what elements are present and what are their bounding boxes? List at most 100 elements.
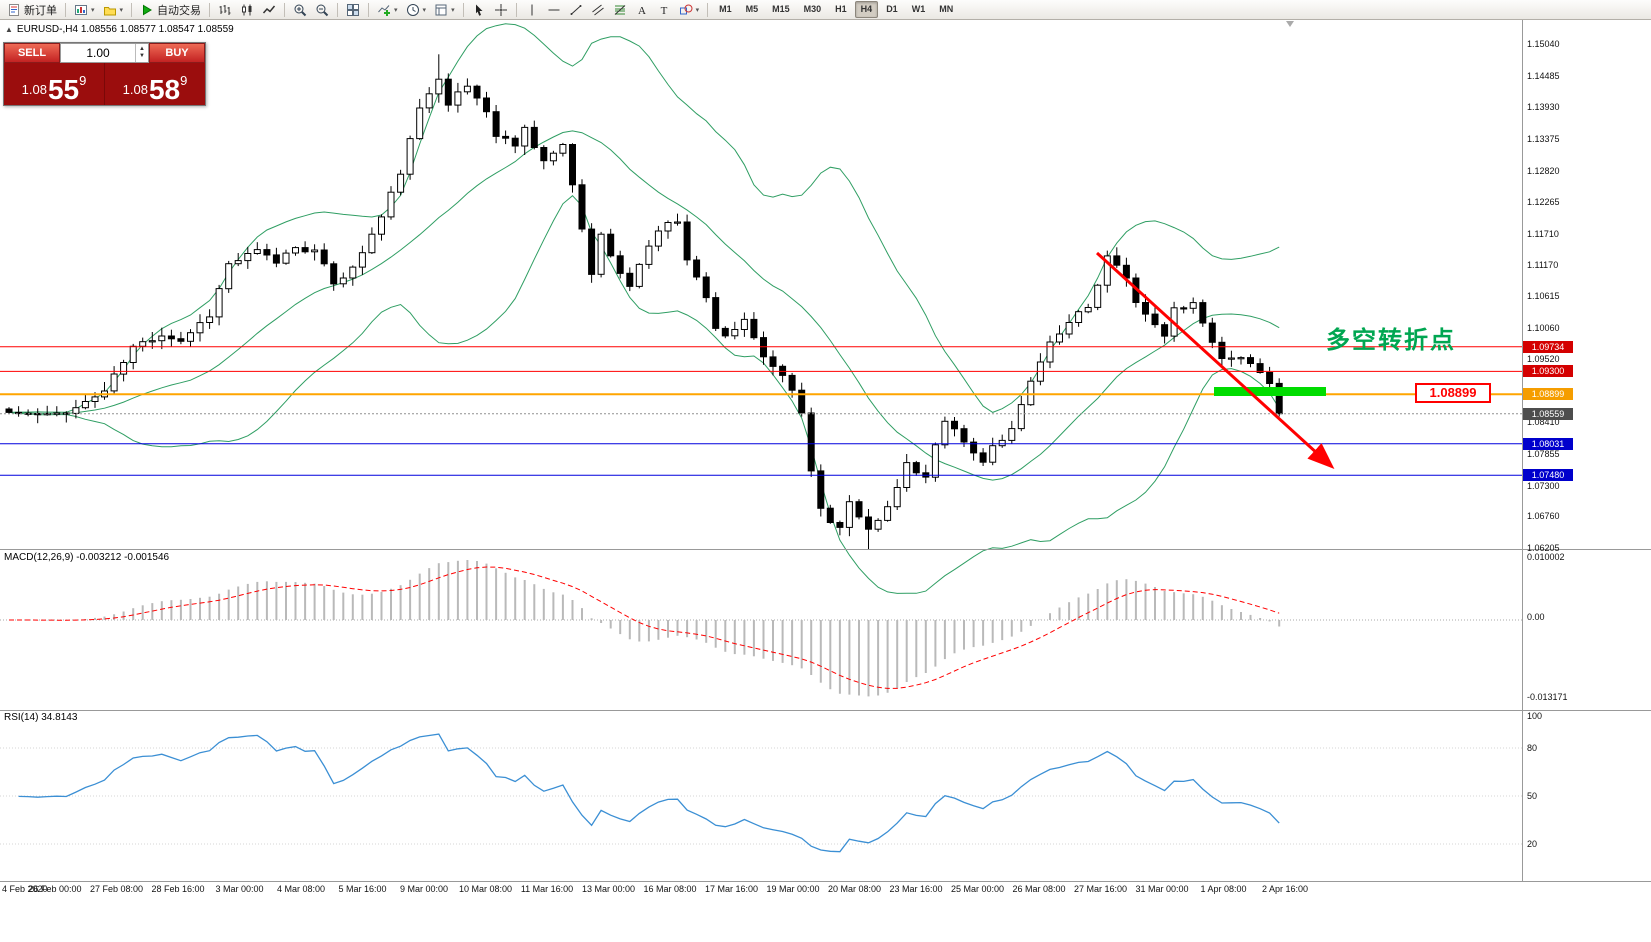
volume-stepper: ▲ ▼ xyxy=(60,43,149,63)
cursor-icon xyxy=(472,3,486,17)
rsi-axis-label: 50 xyxy=(1527,791,1538,801)
chart-icon: ▲ xyxy=(5,25,13,34)
candlestick-chart-button[interactable] xyxy=(236,1,258,19)
timeframe-mn[interactable]: MN xyxy=(939,4,954,14)
time-axis-label: 20 Mar 08:00 xyxy=(827,884,882,894)
bar-chart-button[interactable] xyxy=(214,1,236,19)
main-toolbar: 新订单 ▾ ▾ 自动交易 ▾ ▾ ▾ A T ▾ M1 M5 M15 M30 H1 H4 D1 W1 MN xyxy=(0,0,1651,20)
zoom-out-icon xyxy=(315,3,329,17)
rsi-axis-label: 100 xyxy=(1527,711,1543,721)
price-axis-tick: 1.12820 xyxy=(1527,165,1560,176)
templates-button[interactable]: ▾ xyxy=(430,1,459,19)
support-lower-badge: 1.07480 xyxy=(1523,469,1573,482)
time-axis-label: 31 Mar 00:00 xyxy=(1135,884,1189,894)
tile-windows-button[interactable] xyxy=(342,1,364,19)
crosshair-icon xyxy=(494,3,508,17)
volume-down-button[interactable]: ▼ xyxy=(139,53,145,59)
price-axis-tick: 1.10615 xyxy=(1527,291,1560,302)
horizontal-line-button[interactable] xyxy=(543,1,565,19)
channel-button[interactable] xyxy=(587,1,609,19)
rsi-indicator-label: RSI(14) 34.8143 xyxy=(4,712,78,723)
buy-price-display[interactable]: 1.08 58 9 xyxy=(104,63,205,105)
price-axis-tick: 1.12265 xyxy=(1527,197,1560,208)
vertical-line-button[interactable] xyxy=(521,1,543,19)
volume-up-button[interactable]: ▲ xyxy=(139,46,145,52)
time-axis-label: 11 Mar 16:00 xyxy=(520,884,574,894)
line-chart-button[interactable] xyxy=(258,1,280,19)
time-axis-label: 4 Feb 2020 xyxy=(2,884,48,894)
timeframe-w1[interactable]: W1 xyxy=(911,4,926,14)
dropdown-arrow-icon: ▾ xyxy=(119,6,124,14)
timeframe-m5[interactable]: M5 xyxy=(745,4,759,14)
time-axis-label: 16 Mar 08:00 xyxy=(643,884,697,894)
cursor-button[interactable] xyxy=(468,1,490,19)
resistance-upper-badge: 1.09734 xyxy=(1523,340,1573,353)
timeframe-m1[interactable]: M1 xyxy=(719,4,732,14)
symbol-ohlc-text: EURUSD-,H4 1.08556 1.08577 1.08547 1.085… xyxy=(16,24,234,35)
toolbar-separator xyxy=(131,2,133,17)
periods-button[interactable]: ▾ xyxy=(402,1,431,19)
rsi-axis-label: 20 xyxy=(1527,839,1538,849)
shapes-icon xyxy=(679,3,693,17)
time-axis-label: 27 Mar 16:00 xyxy=(1073,884,1128,894)
zoom-in-button[interactable] xyxy=(289,1,311,19)
timeframe-h1[interactable]: H1 xyxy=(835,4,847,14)
new-order-icon xyxy=(7,3,21,17)
label-button[interactable]: T xyxy=(653,1,675,19)
price-axis-tick: 1.14485 xyxy=(1527,70,1560,81)
zoom-out-button[interactable] xyxy=(311,1,333,19)
text-button[interactable]: A xyxy=(631,1,653,19)
time-axis-label: 3 Mar 00:00 xyxy=(215,884,264,894)
toolbar-separator xyxy=(462,2,464,17)
shapes-button[interactable]: ▾ xyxy=(675,1,704,19)
time-axis-label: 13 Mar 00:00 xyxy=(581,884,636,894)
horizontal-line-icon xyxy=(547,3,561,17)
trendline-button[interactable] xyxy=(565,1,587,19)
new-order-button[interactable]: 新订单 xyxy=(3,1,61,19)
time-axis-label: 4 Mar 08:00 xyxy=(276,884,326,894)
price-axis-tick: 1.06760 xyxy=(1527,511,1560,522)
time-axis-label: 2 Apr 16:00 xyxy=(1261,884,1309,894)
price-axis-tick: 1.06205 xyxy=(1527,542,1560,553)
toolbar-separator xyxy=(209,2,211,17)
price-axis-tick: 1.07300 xyxy=(1527,480,1560,491)
price-axis-tick: 1.13375 xyxy=(1527,133,1560,144)
indicators-add-icon xyxy=(377,3,391,17)
vertical-line-icon xyxy=(525,3,539,17)
toolbar-button-label: 自动交易 xyxy=(157,4,202,17)
price-callout-label[interactable]: 1.08899 xyxy=(1415,383,1491,403)
timeframe-d1[interactable]: D1 xyxy=(886,4,898,14)
periods-icon xyxy=(406,3,420,17)
line-chart-icon xyxy=(262,3,276,17)
charts-button[interactable]: ▾ xyxy=(70,1,99,19)
toolbar-separator xyxy=(368,2,370,17)
timeframe-m15[interactable]: M15 xyxy=(772,4,790,14)
bar-chart-icon xyxy=(218,3,232,17)
autotrading-button[interactable]: 自动交易 xyxy=(136,1,205,19)
profiles-button[interactable]: ▾ xyxy=(99,1,128,19)
volume-input[interactable] xyxy=(61,44,135,62)
time-axis-label: 26 Mar 08:00 xyxy=(1012,884,1066,894)
autotrading-icon xyxy=(140,3,154,17)
timeframe-h4[interactable]: H4 xyxy=(854,1,879,18)
fibonacci-button[interactable] xyxy=(609,1,631,19)
time-axis-label: 28 Feb 16:00 xyxy=(151,884,205,894)
candlestick-chart-icon xyxy=(240,3,254,17)
timeframe-m30[interactable]: M30 xyxy=(803,4,822,14)
price-axis-tick: 1.07855 xyxy=(1527,448,1560,459)
symbol-ohlc-info: ▲ EURUSD-,H4 1.08556 1.08577 1.08547 1.0… xyxy=(5,24,234,35)
volume-spin-buttons: ▲ ▼ xyxy=(135,44,148,62)
price-axis-tick: 1.09520 xyxy=(1527,353,1560,364)
indicators-add-button[interactable]: ▾ xyxy=(373,1,402,19)
macd-indicator-label: MACD(12,26,9) -0.003212 -0.001546 xyxy=(4,552,170,563)
buy-button[interactable]: BUY xyxy=(149,43,205,63)
toolbar-separator xyxy=(65,2,66,17)
sell-button[interactable]: SELL xyxy=(4,43,60,63)
sell-price-display[interactable]: 1.08 55 9 xyxy=(4,63,104,105)
crosshair-button[interactable] xyxy=(490,1,512,19)
turning-point-annotation[interactable]: 多空转折点 xyxy=(1326,327,1456,354)
macd-axis-label: 0.010002 xyxy=(1527,552,1565,562)
